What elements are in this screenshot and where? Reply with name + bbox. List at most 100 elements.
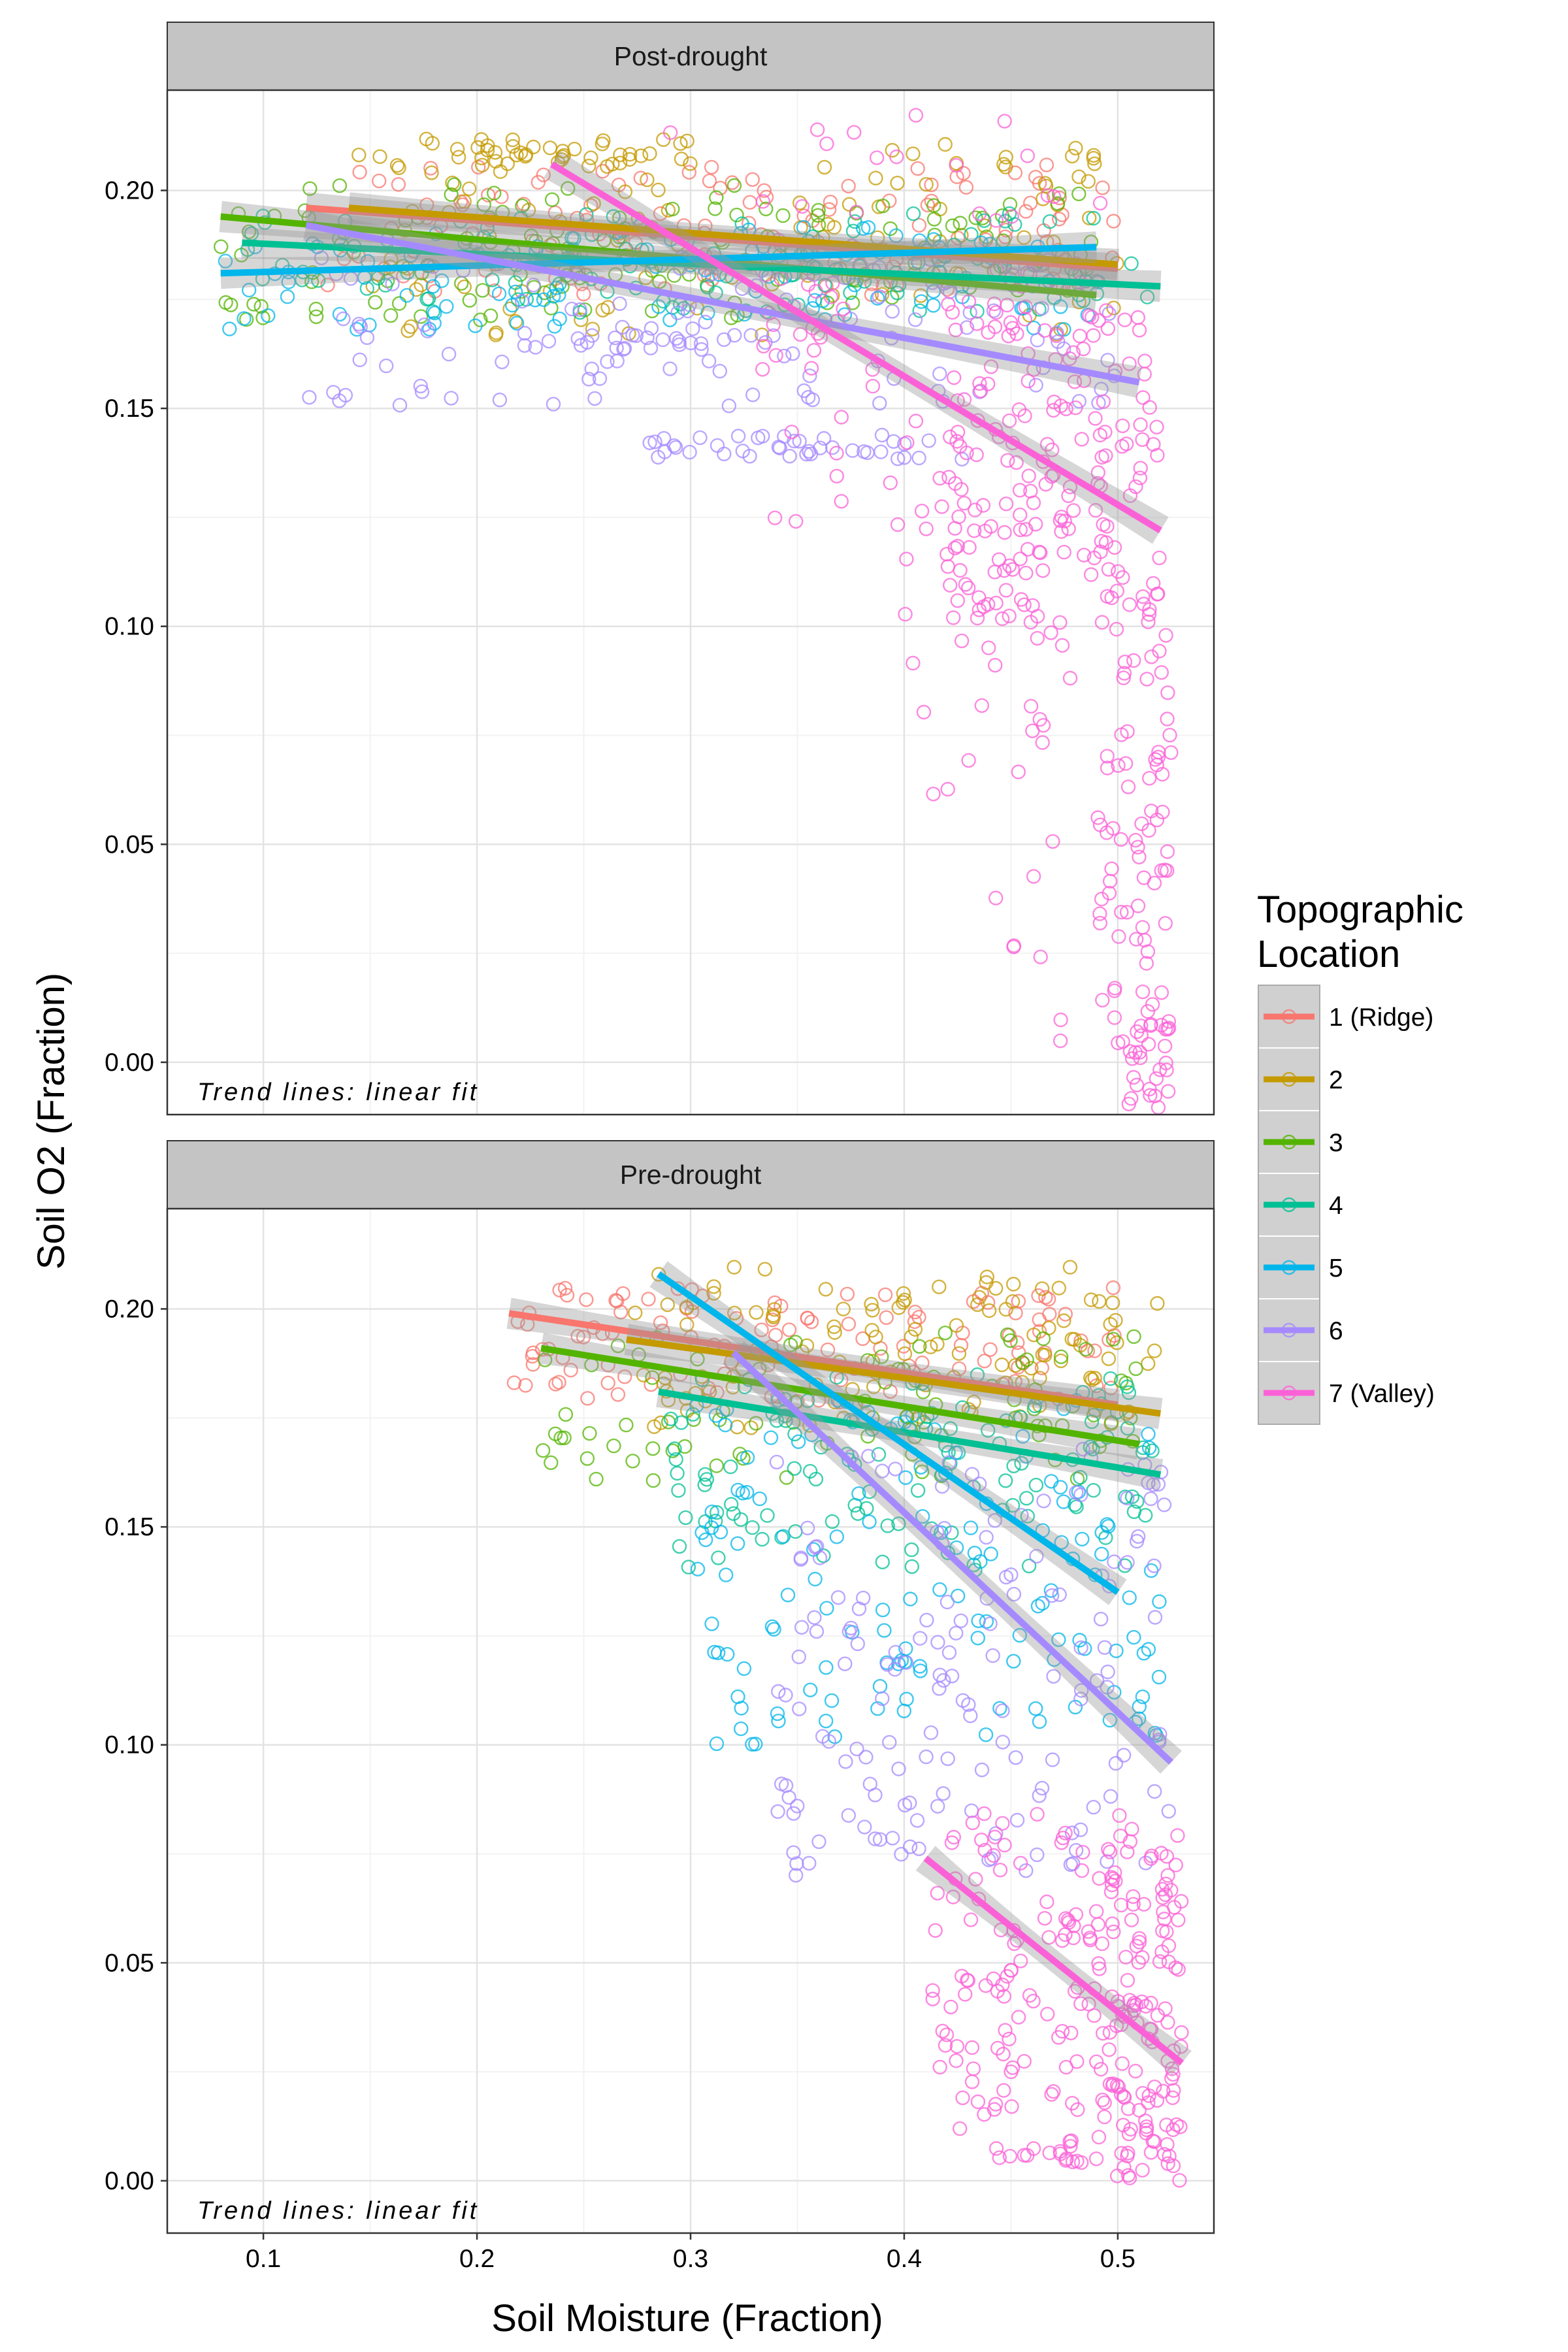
data-point xyxy=(998,1473,1013,1488)
data-point xyxy=(1072,1633,1087,1648)
data-point xyxy=(1120,1420,1135,1436)
data-point xyxy=(1045,1752,1060,1767)
data-point xyxy=(1132,1931,1147,1946)
data-point xyxy=(706,1279,721,1294)
data-point xyxy=(400,323,416,338)
data-point xyxy=(1009,1335,1025,1350)
data-point xyxy=(906,655,921,671)
data-point xyxy=(995,1703,1010,1718)
data-point xyxy=(970,1630,986,1646)
data-point xyxy=(1102,874,1118,889)
trend-annotation: Trend lines: linear fit xyxy=(197,2197,479,2225)
data-point xyxy=(1174,2025,1189,2040)
data-point xyxy=(1141,1642,1156,1657)
data-point xyxy=(949,2038,965,2054)
data-point xyxy=(1120,2146,1135,2161)
data-point xyxy=(1130,1494,1145,1509)
data-point xyxy=(1038,1290,1053,1305)
data-point xyxy=(526,139,541,155)
data-point xyxy=(641,1292,656,1307)
trend-line xyxy=(348,204,1119,268)
data-point xyxy=(1147,1610,1163,1625)
data-point xyxy=(1081,174,1096,189)
data-point xyxy=(889,228,904,243)
data-point xyxy=(1117,655,1133,670)
data-point xyxy=(708,201,723,216)
data-point xyxy=(1097,2095,1112,2110)
data-point xyxy=(1100,1517,1115,1532)
data-point xyxy=(505,297,520,313)
data-point xyxy=(1139,2119,1154,2134)
data-point xyxy=(302,390,317,405)
data-point xyxy=(1064,1825,1080,1840)
data-point xyxy=(1118,756,1134,771)
data-point xyxy=(1002,2149,1018,2164)
data-point xyxy=(1067,374,1083,389)
data-point xyxy=(1037,1910,1053,1926)
data-point xyxy=(1021,374,1036,389)
data-point xyxy=(1013,522,1028,538)
data-point xyxy=(1004,209,1020,224)
data-point xyxy=(950,538,966,554)
data-point xyxy=(857,1820,872,1835)
data-point xyxy=(948,322,964,338)
y-tick-label: 0.10 xyxy=(105,613,154,641)
legend-entry: 5 xyxy=(1258,1235,1343,1299)
data-point xyxy=(1095,180,1110,195)
data-point xyxy=(585,328,600,343)
data-point xyxy=(841,1316,857,1331)
data-point xyxy=(1149,2093,1165,2108)
data-point xyxy=(619,1417,634,1433)
data-point xyxy=(1126,1504,1142,1520)
data-point xyxy=(949,434,964,449)
data-point xyxy=(1019,565,1034,581)
data-point xyxy=(816,431,832,446)
trend-line xyxy=(549,161,1162,534)
data-point xyxy=(898,1470,913,1485)
data-point xyxy=(875,1554,890,1570)
data-point xyxy=(1133,1050,1148,1066)
data-point xyxy=(1028,1477,1044,1493)
data-point xyxy=(563,1362,578,1378)
data-point xyxy=(1158,628,1173,643)
data-point xyxy=(673,136,688,151)
data-point xyxy=(542,140,558,155)
data-point xyxy=(979,1269,995,1284)
data-point xyxy=(583,198,598,213)
data-point xyxy=(1023,615,1039,630)
data-point xyxy=(1160,1868,1175,1883)
data-point xyxy=(1143,1018,1158,1033)
data-point xyxy=(980,1423,996,1438)
data-point xyxy=(1058,401,1073,416)
data-point xyxy=(1171,1912,1186,1928)
data-point xyxy=(925,1983,940,1998)
data-point xyxy=(1071,169,1086,184)
data-point xyxy=(1057,514,1072,529)
data-point xyxy=(352,165,367,180)
data-point xyxy=(823,195,838,210)
legend-key-point xyxy=(1281,1197,1297,1213)
panel-strip-label: Post-drought xyxy=(614,41,768,71)
data-point xyxy=(998,497,1014,512)
data-point xyxy=(1083,1292,1099,1307)
legend-entry: 2 xyxy=(1258,1047,1343,1111)
data-point xyxy=(756,338,771,353)
data-point xyxy=(942,578,958,593)
x-tick-label: 0.3 xyxy=(673,2245,708,2273)
data-point xyxy=(961,753,976,768)
data-point xyxy=(949,2053,964,2068)
data-point xyxy=(492,392,508,408)
data-point xyxy=(1030,333,1045,348)
data-point xyxy=(353,319,368,335)
data-point xyxy=(792,327,808,342)
data-point xyxy=(910,161,925,176)
data-point xyxy=(1107,540,1122,555)
data-point xyxy=(751,431,766,446)
data-point xyxy=(955,1693,971,1708)
data-point xyxy=(451,150,466,165)
data-point xyxy=(932,1582,947,1597)
data-point xyxy=(246,297,261,312)
data-point xyxy=(1088,2054,1104,2070)
data-point xyxy=(667,1441,682,1456)
trend-line xyxy=(220,213,1097,299)
